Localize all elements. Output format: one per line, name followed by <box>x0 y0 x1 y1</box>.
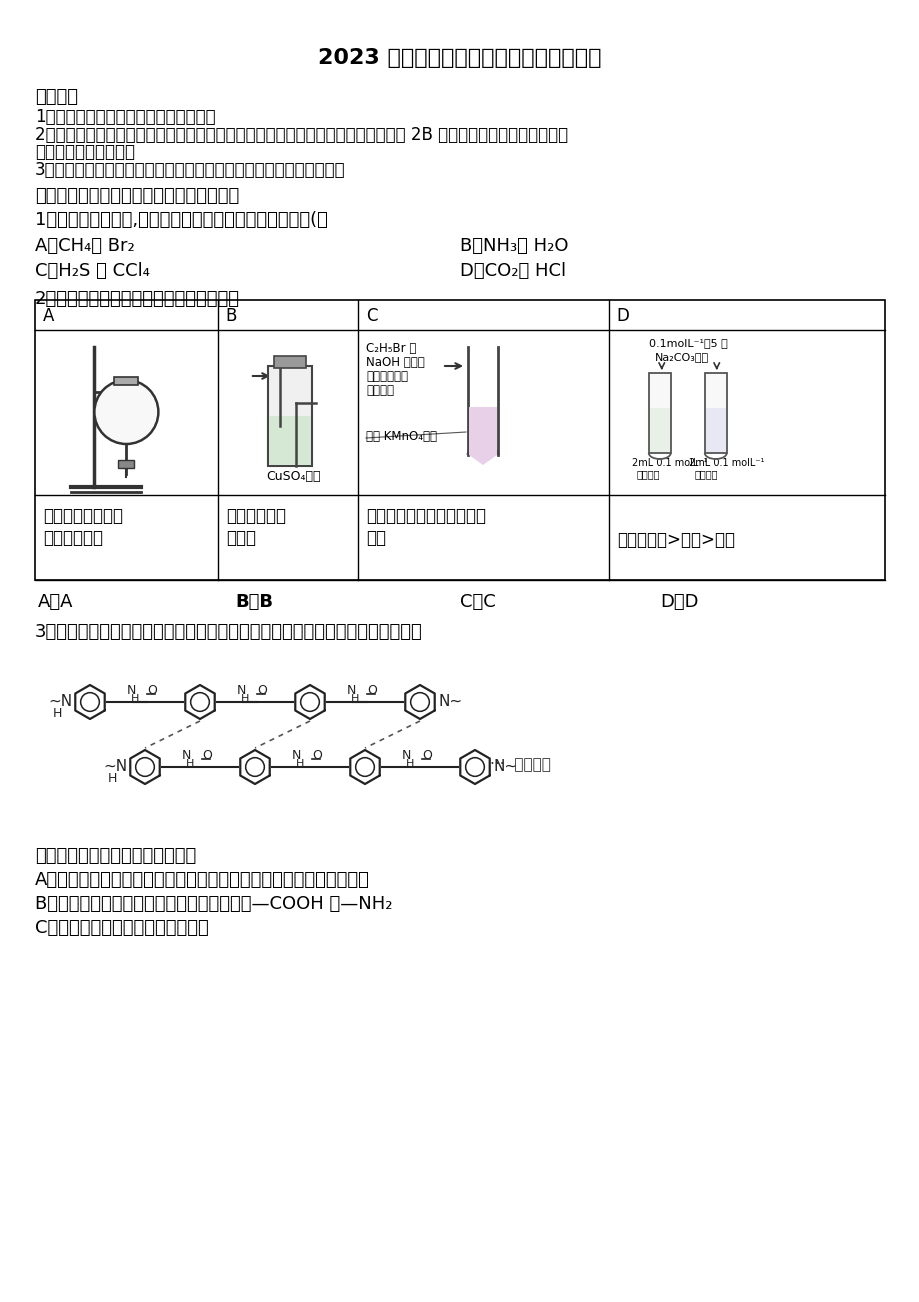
Text: O: O <box>422 749 431 762</box>
Text: H: H <box>186 759 194 769</box>
Text: ~N: ~N <box>103 759 127 773</box>
Text: H: H <box>351 694 359 704</box>
Text: 分离乙酸乙酯与饱: 分离乙酸乙酯与饱 <box>43 506 123 525</box>
Bar <box>268 417 311 465</box>
Text: H: H <box>130 694 139 704</box>
Text: B．B: B．B <box>234 592 273 611</box>
Text: 2、下列装置或操作不能达到实验目的的是: 2、下列装置或操作不能达到实验目的的是 <box>35 290 240 309</box>
Text: 2mL 0.1 molL⁻¹: 2mL 0.1 molL⁻¹ <box>688 458 764 467</box>
Text: 酤酸溶液: 酤酸溶液 <box>636 469 660 479</box>
Text: H: H <box>296 759 304 769</box>
Text: ~N: ~N <box>48 694 72 710</box>
Text: 3、一种芳纶纤维的拉伸强度比钉丝还高，广泛用作防护材料。其结构片段如下图: 3、一种芳纶纤维的拉伸强度比钉丝还高，广泛用作防护材料。其结构片段如下图 <box>35 622 423 641</box>
Bar <box>35 299 884 579</box>
Text: N~: N~ <box>438 694 462 710</box>
Bar <box>119 460 134 467</box>
Text: NaOH 的乙醇: NaOH 的乙醇 <box>366 355 425 368</box>
Text: 下列关于该高分子的说法正确的是: 下列关于该高分子的说法正确的是 <box>35 848 196 865</box>
Text: H: H <box>405 759 414 769</box>
Text: 2．试题所有答案必须填涂或书写在答题卡上，在试卷上作答无效。第一部分必须用 2B 鱛笔作答；第二部分必须用黑: 2．试题所有答案必须填涂或书写在答题卡上，在试卷上作答无效。第一部分必须用 2B… <box>35 126 568 145</box>
Text: B: B <box>225 307 237 326</box>
Text: 色字迹的签字笔作答。: 色字迹的签字笔作答。 <box>35 143 135 161</box>
Text: B．完全水解产物的单个分子中，含有官能团—COOH 或—NH₂: B．完全水解产物的单个分子中，含有官能团—COOH 或—NH₂ <box>35 894 392 913</box>
Text: C₂H₅Br 和: C₂H₅Br 和 <box>366 342 416 355</box>
Text: O: O <box>367 684 377 697</box>
Text: N: N <box>182 749 191 762</box>
Text: C: C <box>366 307 377 326</box>
Text: A: A <box>43 307 54 326</box>
Text: Na₂CO₃溶液: Na₂CO₃溶液 <box>654 352 709 362</box>
Text: 生的气体: 生的气体 <box>366 384 393 397</box>
Bar <box>649 408 669 452</box>
Text: 1．考生要认真填写考场号和座位序号。: 1．考生要认真填写考场号和座位序号。 <box>35 108 215 126</box>
Text: D: D <box>616 307 629 326</box>
Text: N: N <box>291 749 301 762</box>
Bar <box>705 408 725 452</box>
Text: N: N <box>346 684 356 697</box>
Text: A．CH₄和 Br₂: A．CH₄和 Br₂ <box>35 237 134 255</box>
Text: 一、选择题（每题只有一个选项符合题意）: 一、选择题（每题只有一个选项符合题意） <box>35 187 239 204</box>
Text: N: N <box>402 749 411 762</box>
Text: B．NH₃和 H₂O: B．NH₃和 H₂O <box>460 237 568 255</box>
Text: 酸性 KMnO₄溶液: 酸性 KMnO₄溶液 <box>366 430 437 443</box>
Bar <box>704 372 726 453</box>
Text: H: H <box>241 694 249 704</box>
Text: O: O <box>202 749 211 762</box>
Text: N: N <box>237 684 246 697</box>
Text: O: O <box>147 684 157 697</box>
Text: D．D: D．D <box>659 592 698 611</box>
Text: 1、下列各组物质中,都是由极性键构成极性分子的一组是(）: 1、下列各组物质中,都是由极性键构成极性分子的一组是(） <box>35 211 327 229</box>
Text: ···  表示氢键: ··· 表示氢键 <box>490 756 550 772</box>
Text: C．C: C．C <box>460 592 495 611</box>
Bar <box>114 378 138 385</box>
Text: 检验反应生成的气体中含有: 检验反应生成的气体中含有 <box>366 506 485 525</box>
Text: C．氢键对该高分子的性能没有影响: C．氢键对该高分子的性能没有影响 <box>35 919 209 937</box>
Text: N~: N~ <box>494 759 517 773</box>
Text: N: N <box>127 684 136 697</box>
Bar <box>648 372 670 453</box>
Text: 硫化氢: 硫化氢 <box>225 529 255 547</box>
Text: O: O <box>256 684 267 697</box>
Circle shape <box>95 380 158 444</box>
Text: 砖酸溶液: 砖酸溶液 <box>694 469 718 479</box>
Polygon shape <box>469 408 496 465</box>
Bar <box>274 355 305 368</box>
Text: 2023 学年高二下学期化学期末模拟测试卷: 2023 学年高二下学期化学期末模拟测试卷 <box>318 48 601 68</box>
Text: 3．考试结束后，考生须将试卷和答题卡放在桌面上，待监考员收回。: 3．考试结束后，考生须将试卷和答题卡放在桌面上，待监考员收回。 <box>35 161 346 178</box>
Text: O: O <box>312 749 322 762</box>
Text: A．A: A．A <box>38 592 74 611</box>
Text: A．完全水解产物的单个分子中，苯环上的氢原子具有不同的化学环境: A．完全水解产物的单个分子中，苯环上的氢原子具有不同的化学环境 <box>35 871 369 889</box>
Text: 0.1molL⁻¹，5 滴: 0.1molL⁻¹，5 滴 <box>648 339 727 348</box>
Bar <box>267 366 312 466</box>
Text: 除去乙卸中的: 除去乙卸中的 <box>225 506 286 525</box>
Text: 乙烯: 乙烯 <box>366 529 386 547</box>
Text: 溶液共热后产: 溶液共热后产 <box>366 370 407 383</box>
Text: D．CO₂和 HCl: D．CO₂和 HCl <box>460 262 565 280</box>
Text: 注意事项: 注意事项 <box>35 89 78 105</box>
Text: H: H <box>53 707 62 720</box>
Text: C．H₂S 和 CCl₄: C．H₂S 和 CCl₄ <box>35 262 150 280</box>
Text: H: H <box>108 772 118 785</box>
Text: 酸性：醔酸>碳酸>砖酸: 酸性：醔酸>碳酸>砖酸 <box>616 531 734 549</box>
Text: 和碳酸钓溢液: 和碳酸钓溢液 <box>43 529 103 547</box>
Text: 2mL 0.1 molL⁻¹: 2mL 0.1 molL⁻¹ <box>631 458 707 467</box>
Text: CuSO₄溶液: CuSO₄溶液 <box>266 470 320 483</box>
